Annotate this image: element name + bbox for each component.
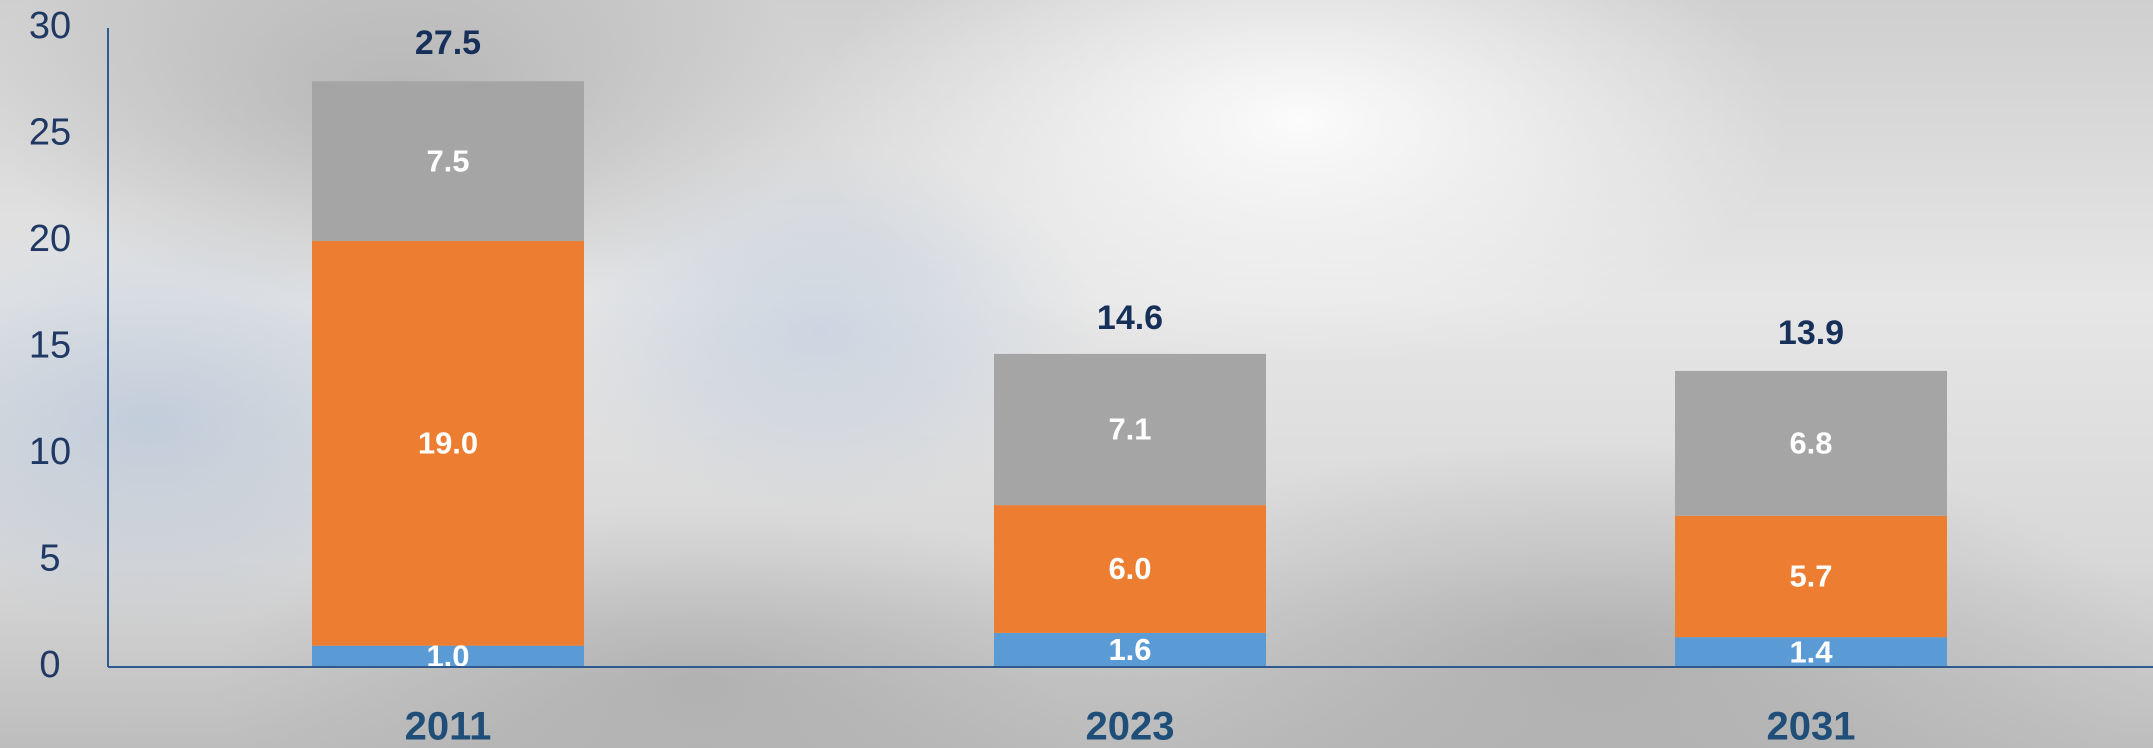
total-label: 14.6 xyxy=(1097,299,1163,337)
y-tick-label: 20 xyxy=(29,218,71,260)
data-label: 5.7 xyxy=(1789,559,1832,594)
data-label: 19.0 xyxy=(418,426,478,461)
y-tick-label: 5 xyxy=(39,538,60,580)
data-label: 7.5 xyxy=(426,143,469,178)
x-tick-label: 2023 xyxy=(1086,705,1175,748)
data-label: 1.6 xyxy=(1108,632,1151,667)
y-tick-label: 10 xyxy=(29,431,71,473)
x-tick-label: 2011 xyxy=(405,705,492,748)
y-tick-label: 25 xyxy=(29,112,71,154)
bar-segment xyxy=(312,645,584,667)
bar-segment xyxy=(994,353,1266,506)
data-label: 6.0 xyxy=(1108,551,1151,586)
data-label: 1.0 xyxy=(426,639,469,674)
y-tick-label: 30 xyxy=(29,5,71,47)
bar-segment xyxy=(312,241,584,646)
bar-segment xyxy=(1675,515,1947,638)
bar-segment xyxy=(1675,637,1947,667)
data-label: 7.1 xyxy=(1108,412,1151,447)
bar-segment xyxy=(994,632,1266,667)
data-label: 1.4 xyxy=(1789,634,1833,669)
y-tick-label: 0 xyxy=(39,644,60,686)
bar-segment xyxy=(994,505,1266,633)
total-label: 27.5 xyxy=(415,24,481,62)
x-tick-label: 2031 xyxy=(1767,705,1856,748)
y-tick-label: 15 xyxy=(29,325,71,367)
data-label: 6.8 xyxy=(1789,426,1832,461)
bar-segment xyxy=(1675,370,1947,516)
total-label: 13.9 xyxy=(1778,314,1844,352)
bar-segment xyxy=(312,81,584,241)
